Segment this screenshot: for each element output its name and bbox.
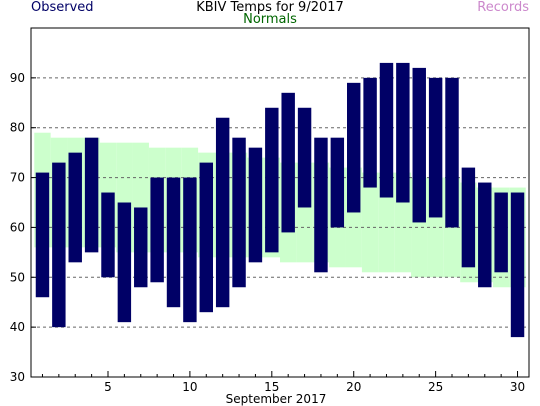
observed-bar-day-9 (166, 177, 181, 308)
observed-bar-day-10 (183, 177, 197, 323)
x-axis-label: September 2017 (226, 392, 327, 406)
observed-bar-day-13 (232, 137, 246, 288)
observed-bar-day-4 (84, 137, 99, 253)
y-tick-label-70: 70 (10, 171, 25, 185)
chart-title: KBIV Temps for 9/2017 (196, 0, 344, 15)
x-tick-label-10: 10 (182, 380, 197, 394)
y-tick-label-60: 60 (10, 220, 25, 234)
x-tick-label-30: 30 (510, 380, 525, 394)
observed-bar-day-30 (510, 192, 525, 338)
y-tick-label-80: 80 (10, 121, 25, 135)
observed-bar-day-26 (445, 77, 459, 228)
observed-bar-day-2 (52, 162, 66, 328)
observed-bar-day-21 (363, 77, 377, 188)
observed-bar-day-19 (330, 137, 345, 228)
x-tick-label-5: 5 (104, 380, 112, 394)
observed-bar-day-15 (265, 107, 279, 253)
x-tick-label-15: 15 (264, 380, 279, 394)
observed-bar-day-6 (117, 202, 132, 323)
x-tick-label-20: 20 (346, 380, 361, 394)
observed-bar-day-5 (101, 192, 115, 278)
observed-bar-day-25 (428, 77, 443, 218)
observed-bar-day-1 (35, 172, 50, 298)
y-tick-label-50: 50 (10, 270, 25, 284)
observed-bar-day-24 (412, 67, 426, 223)
legend-records: Records (477, 0, 529, 15)
observed-bar-day-18 (314, 137, 328, 273)
observed-bar-day-29 (494, 192, 508, 273)
observed-bar-day-20 (347, 82, 361, 213)
legend-normals: Normals (243, 12, 297, 27)
observed-bar-day-8 (150, 177, 164, 283)
y-tick-label-30: 30 (10, 370, 25, 384)
y-tick-label-90: 90 (10, 71, 25, 85)
observed-bar-day-3 (68, 152, 82, 263)
observed-bar-day-11 (199, 162, 213, 313)
y-tick-label-40: 40 (10, 320, 25, 334)
axis-ticks (31, 77, 519, 378)
observed-bars (35, 62, 525, 338)
observed-bar-day-7 (134, 207, 148, 288)
observed-bar-day-17 (297, 107, 312, 208)
x-tick-label-25: 25 (428, 380, 443, 394)
observed-bar-day-27 (461, 167, 476, 268)
normal-band-day-21 (361, 172, 379, 273)
observed-bar-day-16 (281, 92, 295, 233)
axis-labels: 30 40 50 60 70 80 90 5 10 15 20 25 30 (10, 71, 525, 394)
observed-bar-day-12 (215, 117, 230, 308)
observed-bar-day-28 (478, 182, 492, 288)
legend-observed: Observed (31, 0, 94, 15)
observed-bar-day-14 (248, 147, 263, 263)
plot-frame (30, 27, 530, 378)
observed-bar-day-22 (379, 62, 394, 198)
observed-bar-day-23 (396, 62, 410, 203)
